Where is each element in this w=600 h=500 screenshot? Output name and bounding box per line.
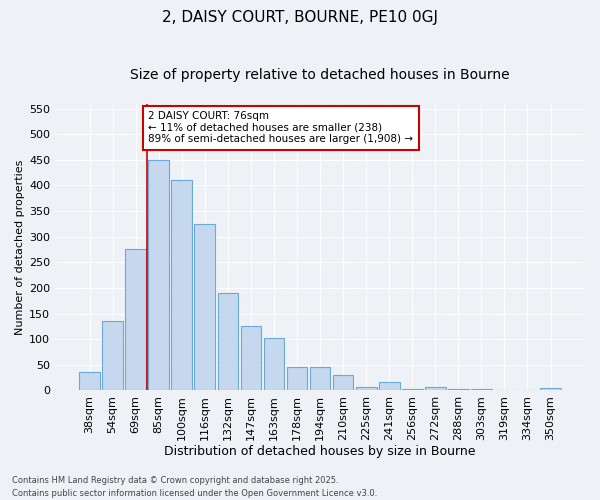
Bar <box>148 160 169 390</box>
Bar <box>125 250 146 390</box>
X-axis label: Distribution of detached houses by size in Bourne: Distribution of detached houses by size … <box>164 444 476 458</box>
Bar <box>356 387 377 390</box>
Bar <box>287 367 307 390</box>
Text: Contains HM Land Registry data © Crown copyright and database right 2025.
Contai: Contains HM Land Registry data © Crown c… <box>12 476 377 498</box>
Text: 2, DAISY COURT, BOURNE, PE10 0GJ: 2, DAISY COURT, BOURNE, PE10 0GJ <box>162 10 438 25</box>
Bar <box>379 382 400 390</box>
Bar <box>310 368 331 390</box>
Bar <box>172 180 192 390</box>
Bar <box>194 224 215 390</box>
Bar <box>218 293 238 390</box>
Bar <box>241 326 262 390</box>
Text: 2 DAISY COURT: 76sqm
← 11% of detached houses are smaller (238)
89% of semi-deta: 2 DAISY COURT: 76sqm ← 11% of detached h… <box>148 111 413 144</box>
Bar <box>540 388 561 390</box>
Bar <box>425 387 446 390</box>
Bar <box>79 372 100 390</box>
Bar <box>402 389 422 390</box>
Bar <box>263 338 284 390</box>
Y-axis label: Number of detached properties: Number of detached properties <box>15 159 25 334</box>
Bar <box>333 375 353 390</box>
Title: Size of property relative to detached houses in Bourne: Size of property relative to detached ho… <box>130 68 510 82</box>
Bar <box>102 320 123 390</box>
